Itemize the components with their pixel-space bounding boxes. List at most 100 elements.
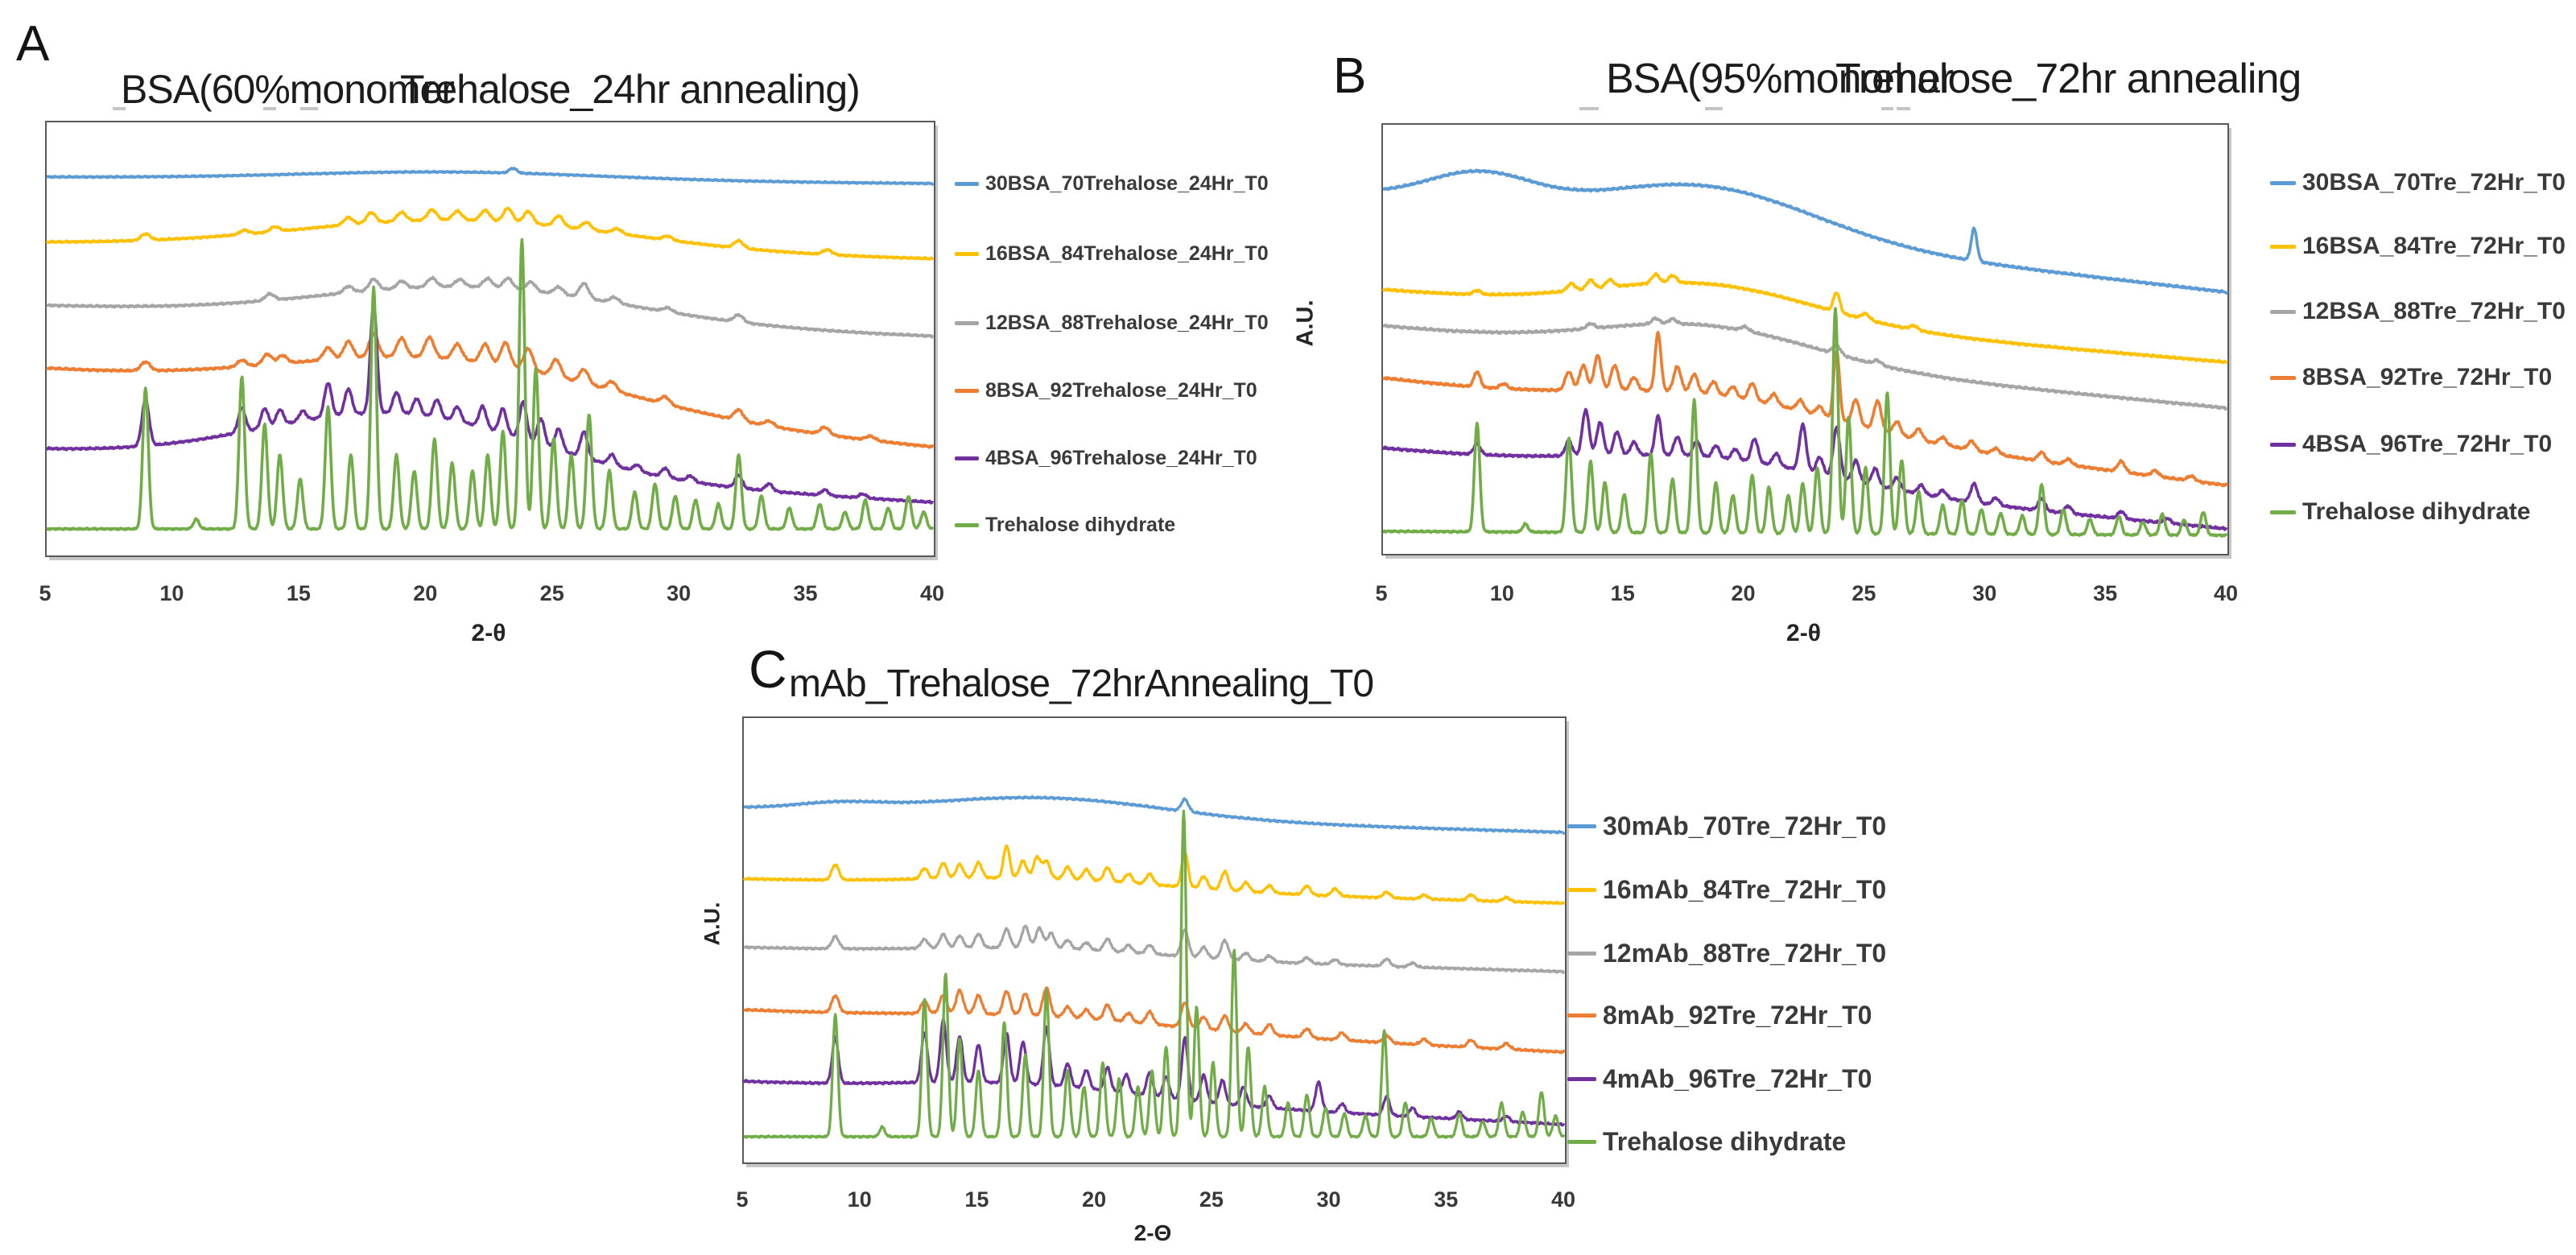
trace-12BSA_88Tre_72Hr_T0: [1382, 316, 2228, 411]
legend-swatch: [955, 456, 979, 460]
trace-8BSA_92Tre_72Hr_T0: [1381, 330, 2228, 488]
legend-swatch: [1567, 1076, 1596, 1081]
legend-item: 4BSA_96Tre_72Hr_T0: [2270, 430, 2552, 459]
legend-item: 30BSA_70Tre_72Hr_T0: [2270, 168, 2566, 197]
x-tick-label: 40: [919, 581, 945, 605]
panel-a-x-axis: 5 10 15 20 25 30 35 40: [39, 581, 944, 613]
legend-swatch: [2270, 375, 2296, 380]
panel-b-traces: [1381, 168, 2228, 538]
panel-b-title-part2: Trehalose_72hr annealing: [1835, 56, 2301, 102]
legend-swatch: [955, 181, 979, 186]
trace-8BSA_92Trehalose_24Hr_T0: [45, 332, 935, 449]
panel-c-traces: [742, 795, 1566, 1139]
legend-swatch: [955, 522, 979, 527]
trace-12BSA_88Trehalose_24Hr_T0: [46, 275, 935, 339]
x-tick-label: 20: [1082, 1187, 1107, 1212]
x-tick-label: 5: [1375, 581, 1388, 605]
trace-30BSA_70Tre_72Hr_T0: [1382, 168, 2228, 295]
x-tick-label: 15: [964, 1187, 989, 1212]
legend-swatch: [2270, 309, 2296, 314]
trace-16BSA_84Tre_72Hr_T0: [1381, 271, 2228, 365]
title-underscore-artifact: [263, 107, 276, 110]
panel-a-plot-area: [45, 121, 935, 557]
panel-b-title-part1: BSA(95%monomer: [1606, 56, 1954, 102]
trace-8mAb_92Tre_72Hr_T0: [742, 986, 1566, 1055]
legend-item: 8BSA_92Tre_72Hr_T0: [2270, 363, 2552, 392]
legend-item: 16mAb_84Tre_72Hr_T0: [1567, 875, 1886, 904]
trace-Trehalose dihydrate: [46, 237, 935, 532]
trace-4BSA_96Trehalose_24Hr_T0: [46, 302, 935, 505]
x-tick-label: 35: [793, 581, 818, 605]
legend-swatch: [1567, 824, 1596, 828]
x-tick-label: 10: [159, 581, 184, 605]
x-tick-label: 40: [2213, 581, 2239, 605]
panel-c-y-axis-title: A.U.: [700, 902, 724, 946]
panel-b-y-axis-title: A.U.: [1292, 299, 1319, 347]
legend-swatch: [2270, 244, 2296, 249]
legend-swatch: [1567, 951, 1596, 956]
x-tick-label: 35: [1434, 1187, 1459, 1212]
legend-item: 12BSA_88Trehalose_24Hr_T0: [955, 308, 1269, 337]
panel-c-letter: C: [749, 639, 787, 699]
legend-swatch: [1567, 887, 1596, 892]
x-tick-label: 25: [539, 581, 564, 605]
panel-c-x-axis-title: 2-Θ: [1133, 1220, 1172, 1245]
panel-a-title-part2: Trehalose_24hr annealing): [400, 67, 861, 112]
legend-item: 16BSA_84Trehalose_24Hr_T0: [955, 239, 1269, 268]
x-tick-label: 20: [1731, 581, 1756, 605]
x-tick-label: 5: [39, 581, 52, 605]
trace-Trehalose dihydrate: [1382, 307, 2228, 538]
legend-swatch: [2270, 180, 2296, 185]
panel-b-plot-area: [1381, 123, 2229, 555]
legend-swatch: [955, 320, 979, 325]
x-tick-label: 15: [1610, 581, 1635, 605]
panel-b-x-axis-title: 2-θ: [1786, 620, 1821, 646]
trace-30BSA_70Trehalose_24Hr_T0: [46, 167, 935, 186]
trace-16BSA_84Trehalose_24Hr_T0: [45, 206, 935, 261]
title-underscore-artifact: [1897, 107, 1910, 110]
legend-item: Trehalose dihydrate: [2270, 497, 2530, 526]
legend-item: Trehalose dihydrate: [955, 510, 1175, 539]
panel-a-x-axis-title: 2-θ: [471, 620, 506, 646]
x-tick-label: 10: [847, 1187, 872, 1212]
x-tick-label: 10: [1489, 581, 1514, 605]
trace-12mAb_88Tre_72Hr_T0: [743, 924, 1566, 975]
panel-a-letter: A: [16, 16, 49, 72]
panel-c-title: mAb_Trehalose_72hrAnnealing_T0: [789, 663, 1374, 705]
trace-16mAb_84Tre_72Hr_T0: [742, 844, 1566, 906]
panel-b-x-axis: 5 10 15 20 25 30 35 40: [1375, 581, 2238, 613]
panel-b-letter: B: [1333, 48, 1366, 104]
legend-swatch: [1567, 1013, 1596, 1018]
panel-c-x-axis: 5 10 15 20 25 30 35 40: [736, 1187, 1575, 1220]
x-tick-label: 25: [1852, 581, 1876, 605]
legend-swatch: [2270, 442, 2296, 447]
trace-4BSA_96Tre_72Hr_T0: [1382, 407, 2228, 531]
legend-item: 30BSA_70Trehalose_24Hr_T0: [955, 169, 1269, 198]
x-tick-label: 30: [667, 581, 691, 605]
legend-swatch: [955, 251, 979, 256]
legend-item: 16BSA_84Tre_72Hr_T0: [2270, 232, 2566, 261]
legend-item: 12mAb_88Tre_72Hr_T0: [1567, 939, 1886, 968]
x-tick-label: 15: [286, 581, 311, 605]
legend-item: 4mAb_96Tre_72Hr_T0: [1567, 1064, 1872, 1093]
legend-item: Trehalose dihydrate: [1567, 1127, 1846, 1156]
legend-item: 8BSA_92Trehalose_24Hr_T0: [955, 376, 1257, 405]
title-underscore-artifact: [113, 107, 126, 110]
legend-swatch: [1567, 1139, 1596, 1144]
x-tick-label: 30: [1316, 1187, 1341, 1212]
x-tick-label: 40: [1550, 1187, 1576, 1212]
trace-4mAb_96Tre_72Hr_T0: [743, 1018, 1566, 1127]
legend-item: 30mAb_70Tre_72Hr_T0: [1567, 811, 1886, 840]
legend-swatch: [2270, 510, 2296, 514]
legend-item: 8mAb_92Tre_72Hr_T0: [1567, 1001, 1872, 1030]
trace-Trehalose dihydrate: [743, 809, 1566, 1139]
panel-c-plot-area: [742, 716, 1567, 1164]
x-tick-label: 35: [2093, 581, 2118, 605]
panel-a-traces: [45, 167, 935, 532]
title-underscore-artifact: [1579, 107, 1599, 110]
x-tick-label: 20: [413, 581, 438, 605]
x-tick-label: 25: [1199, 1187, 1224, 1212]
title-underscore-artifact: [300, 107, 318, 110]
title-underscore-artifact: [1705, 107, 1723, 110]
